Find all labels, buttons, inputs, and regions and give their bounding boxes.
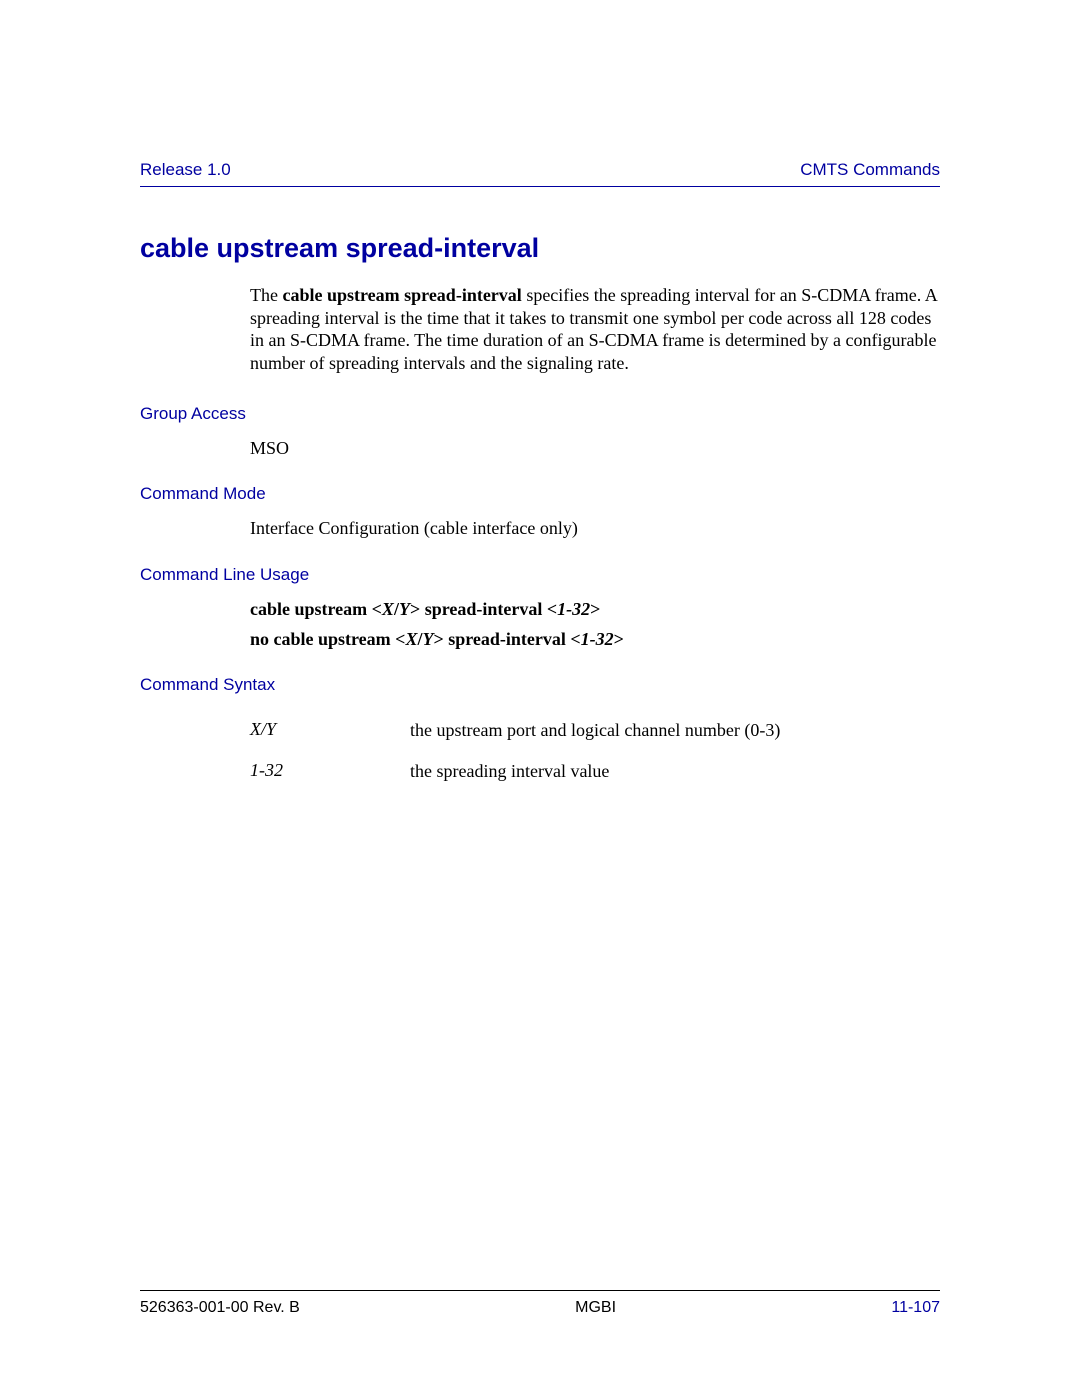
usage-param: Y <box>399 599 410 619</box>
command-mode-label: Command Mode <box>140 484 940 504</box>
usage-text: cable upstream < <box>250 599 382 619</box>
desc-bold: cable upstream spread-interval <box>282 285 521 305</box>
footer-pagenum: 11-107 <box>891 1299 940 1317</box>
command-line-usage-label: Command Line Usage <box>140 565 940 585</box>
page-title: cable upstream spread-interval <box>140 233 940 264</box>
group-access-label: Group Access <box>140 404 940 424</box>
command-syntax-table: X/Y the upstream port and logical channe… <box>250 719 940 782</box>
header-section: CMTS Commands <box>800 160 940 180</box>
usage-text: > spread-interval < <box>433 629 580 649</box>
page-footer: 526363-001-00 Rev. B MGBI 11-107 <box>140 1290 940 1317</box>
footer-docnum: 526363-001-00 Rev. B <box>140 1299 300 1317</box>
usage-text: no cable upstream < <box>250 629 405 649</box>
footer-center: MGBI <box>575 1299 616 1317</box>
command-mode-value: Interface Configuration (cable interface… <box>250 516 940 540</box>
group-access-value: MSO <box>250 436 940 460</box>
usage-text: > spread-interval < <box>410 599 557 619</box>
usage-param: X <box>405 629 417 649</box>
syntax-param: 1-32 <box>250 760 410 783</box>
command-line-usage-body: cable upstream <X/Y> spread-interval <1-… <box>250 597 940 652</box>
page-content: Release 1.0 CMTS Commands cable upstream… <box>140 160 940 800</box>
syntax-row: X/Y the upstream port and logical channe… <box>250 719 940 742</box>
header-release: Release 1.0 <box>140 160 231 180</box>
usage-text: > <box>614 629 624 649</box>
command-syntax-label: Command Syntax <box>140 675 940 695</box>
command-description: The cable upstream spread-interval speci… <box>250 284 940 374</box>
page-header: Release 1.0 CMTS Commands <box>140 160 940 187</box>
usage-param: X <box>382 599 394 619</box>
syntax-param: X/Y <box>250 719 410 742</box>
usage-param: 1-32 <box>581 629 614 649</box>
syntax-desc: the upstream port and logical channel nu… <box>410 719 820 742</box>
usage-param: 1-32 <box>557 599 590 619</box>
syntax-desc: the spreading interval value <box>410 760 820 783</box>
syntax-row: 1-32 the spreading interval value <box>250 760 940 783</box>
usage-text: > <box>590 599 600 619</box>
usage-param: Y <box>422 629 433 649</box>
usage-line-1: cable upstream <X/Y> spread-interval <1-… <box>250 597 940 621</box>
desc-prefix: The <box>250 285 282 305</box>
usage-line-2: no cable upstream <X/Y> spread-interval … <box>250 627 940 651</box>
